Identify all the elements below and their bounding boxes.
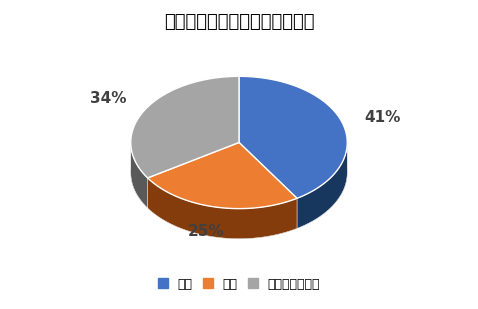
Text: 25%: 25% [188,224,225,239]
Polygon shape [148,178,297,239]
Polygon shape [131,76,239,178]
Legend: 満足, 不満, どちらでもない: 満足, 不満, どちらでもない [153,273,325,296]
Polygon shape [131,142,148,208]
Text: オデッセイの燃費の満足度調査: オデッセイの燃費の満足度調査 [164,13,314,31]
Polygon shape [148,142,297,209]
Text: 34%: 34% [90,91,126,106]
Polygon shape [239,76,347,198]
Polygon shape [297,143,347,228]
Text: 41%: 41% [364,109,401,125]
